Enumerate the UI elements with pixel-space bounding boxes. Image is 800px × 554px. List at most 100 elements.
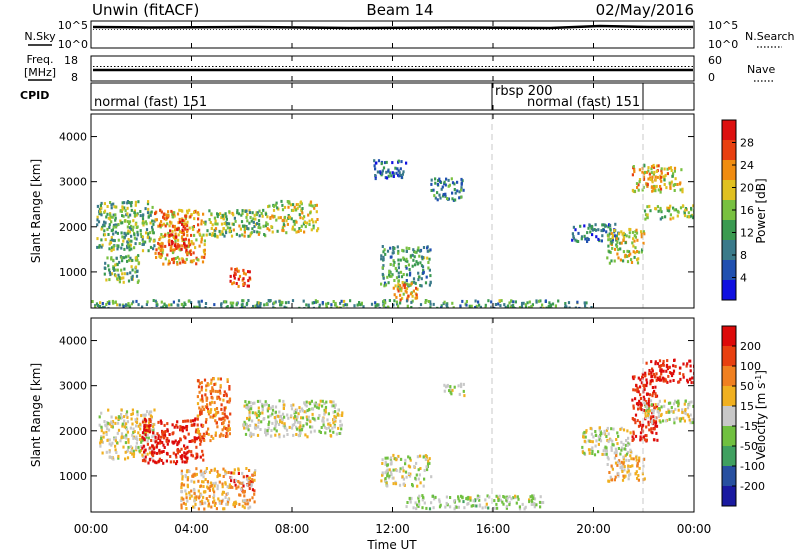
heatmap-cell <box>447 184 450 188</box>
heatmap-cell <box>319 399 322 403</box>
heatmap-cell <box>389 263 392 266</box>
heatmap-cell <box>453 499 456 503</box>
heatmap-cell <box>671 174 674 178</box>
heatmap-cell <box>203 255 206 259</box>
heatmap-cell <box>599 433 602 437</box>
colorbar-tick-label: 28 <box>740 137 754 150</box>
heatmap-cell <box>682 416 685 420</box>
heatmap-cell <box>131 258 134 262</box>
heatmap-cell <box>246 227 249 230</box>
heatmap-cell <box>100 436 103 440</box>
heatmap-cell <box>206 480 209 484</box>
heatmap-cell <box>161 248 165 252</box>
heatmap-cell <box>150 447 153 451</box>
heatmap-cell <box>185 214 188 218</box>
heatmap-cell <box>333 406 336 409</box>
heatmap-cell <box>127 229 130 233</box>
heatmap-cell <box>329 400 332 404</box>
heatmap-cell <box>384 471 387 475</box>
heatmap-cell <box>253 478 256 482</box>
heatmap-cell <box>232 228 235 232</box>
heatmap-cell <box>386 456 389 460</box>
heatmap-cell <box>412 258 415 262</box>
heatmap-cell <box>666 206 669 210</box>
nave-tick-top: 60 <box>708 54 722 67</box>
heatmap-cell <box>155 248 158 252</box>
heatmap-cell <box>362 305 365 308</box>
heatmap-cell <box>214 501 217 505</box>
heatmap-cell <box>395 269 398 273</box>
heatmap-cell <box>609 475 612 479</box>
heatmap-cell <box>223 412 226 416</box>
heatmap-cell <box>481 506 484 510</box>
heatmap-cell <box>407 464 410 468</box>
heatmap-cell <box>209 415 212 419</box>
heatmap-cell <box>539 505 542 509</box>
heatmap-cell <box>191 228 195 231</box>
heatmap-cell <box>251 496 254 500</box>
heatmap-cell <box>557 299 560 303</box>
heatmap-cell <box>307 415 310 419</box>
heatmap-cell <box>691 421 694 425</box>
heatmap-cell <box>426 256 429 260</box>
heatmap-cell <box>162 213 165 217</box>
heatmap-cell <box>120 209 123 213</box>
heatmap-cell <box>638 420 642 424</box>
heatmap-cell <box>134 256 137 260</box>
heatmap-cell <box>474 299 477 303</box>
heatmap-cell <box>394 482 398 486</box>
heatmap-cell <box>176 443 179 447</box>
heatmap-cell <box>423 256 426 260</box>
heatmap-cell <box>642 175 646 179</box>
heatmap-cell <box>214 413 217 417</box>
heatmap-cell <box>132 300 135 304</box>
heatmap-cell <box>663 183 666 186</box>
heatmap-cell <box>642 241 645 245</box>
heatmap-cell <box>202 480 205 484</box>
heatmap-cell <box>155 451 158 455</box>
heatmap-cell <box>303 230 306 234</box>
heatmap-cell <box>112 225 115 229</box>
heatmap-cell <box>627 477 630 481</box>
heatmap-cell <box>198 232 201 236</box>
heatmap-cell <box>626 443 629 447</box>
heatmap-cell <box>259 226 262 230</box>
heatmap-cell <box>396 302 399 306</box>
heatmap-cell <box>419 249 422 253</box>
heatmap-cell <box>209 391 213 395</box>
heatmap-cell <box>196 258 199 262</box>
heatmap-cell <box>321 417 324 421</box>
heatmap-cell <box>602 449 605 453</box>
heatmap-cell <box>575 239 578 243</box>
heatmap-cell <box>400 275 404 279</box>
heatmap-cell <box>304 433 307 437</box>
heatmap-cell <box>484 306 487 308</box>
heatmap-cell <box>124 457 127 461</box>
heatmap-cell <box>152 247 155 251</box>
heatmap-cell <box>402 249 405 253</box>
heatmap-cell <box>327 412 330 416</box>
heatmap-cell <box>345 303 349 307</box>
heatmap-cell <box>397 275 400 279</box>
heatmap-cell <box>125 436 128 440</box>
heatmap-cell <box>223 234 226 238</box>
heatmap-cell <box>260 420 263 424</box>
heatmap-cell <box>220 403 223 407</box>
heatmap-cell <box>662 369 665 373</box>
heatmap-cell <box>125 427 129 431</box>
heatmap-cell <box>203 408 206 411</box>
heatmap-cell <box>402 477 405 481</box>
heatmap-cell <box>204 393 207 397</box>
heatmap-cell <box>313 404 317 408</box>
heatmap-cell <box>306 409 309 413</box>
heatmap-cell <box>237 269 240 273</box>
heatmap-cell <box>643 163 646 167</box>
heatmap-cell <box>162 222 166 226</box>
heatmap-cell <box>237 472 240 475</box>
heatmap-cell <box>197 436 201 440</box>
heatmap-cell <box>245 215 248 219</box>
heatmap-cell <box>156 303 159 307</box>
heatmap-cell <box>405 505 408 509</box>
heatmap-cell <box>186 224 189 228</box>
heatmap-cell <box>159 236 162 240</box>
